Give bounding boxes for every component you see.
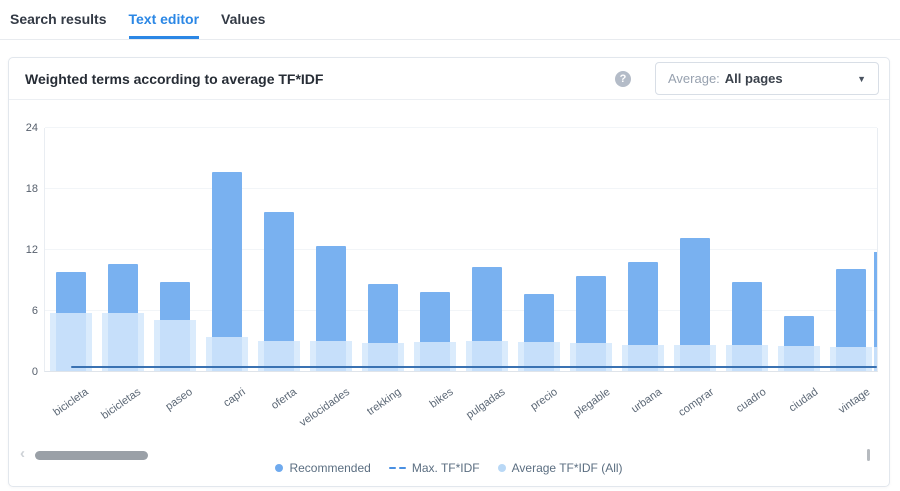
x-axis-label: plegable [571,386,613,420]
horizontal-scrollbar-thumb[interactable] [35,451,148,460]
gridline [45,310,877,311]
x-axis-label: trekking [365,386,404,418]
bar-slot-cuadro[interactable] [721,128,773,371]
x-axis-label: bicicleta [51,386,91,419]
bar-slot-precio[interactable] [513,128,565,371]
x-axis-label: bikes [427,386,456,411]
card-title: Weighted terms according to average TF*I… [25,70,324,87]
bar-slot-urbana[interactable] [617,128,669,371]
gridline [45,127,877,128]
gridline [45,249,877,250]
x-axis-label: comprar [676,386,717,419]
bar-slot-bicicleta[interactable] [45,128,97,371]
tab-text-editor[interactable]: Text editor [128,0,200,39]
legend-item-average-tfidf[interactable]: Average TF*IDF (All) [497,461,623,475]
tab-search-results[interactable]: Search results [10,11,107,27]
bar-slot-comprar[interactable] [669,128,721,371]
x-axis-label: ciudad [787,386,821,415]
bar-slot-capri[interactable] [201,128,253,371]
plot-area [44,127,878,372]
legend-item-max-tfidf[interactable]: Max. TF*IDF [388,461,480,475]
legend-item-recommended[interactable]: Recommended [275,461,371,475]
dropdown-value: All pages [724,71,783,86]
bar-slot-trekking[interactable] [357,128,409,371]
max-tfidf-line [71,365,877,368]
bar-slot-velocidades[interactable] [305,128,357,371]
partial-next-bar [874,252,877,371]
legend-label: Average TF*IDF (All) [511,461,623,475]
chart-legend: Recommended Max. TF*IDF Average TF*IDF (… [9,461,889,475]
y-axis-tick-label: 6 [31,305,38,317]
bar-slot-vintage[interactable] [825,128,877,371]
chevron-down-icon: ▼ [857,73,866,84]
y-axis-tick-label: 12 [25,244,38,256]
x-axis-label: velocidades [297,386,352,430]
y-axis: 0 6 12 18 24 [9,122,38,378]
y-axis-tick-label: 0 [31,366,38,378]
average-dot-icon [497,464,506,472]
bar-average[interactable] [50,313,92,371]
bar-average[interactable] [206,337,248,371]
bar-slot-plegable[interactable] [565,128,617,371]
x-axis-label: capri [220,386,248,410]
bar-average[interactable] [258,340,300,371]
bar-slot-bikes[interactable] [409,128,461,371]
x-axis-label: vintage [836,386,873,417]
bar-slot-ciudad[interactable] [773,128,825,371]
bar-slot-bicicletas[interactable] [97,128,149,371]
x-axis-label: bicicletas [99,386,144,422]
vertical-scrollbar-thumb[interactable] [867,449,870,461]
bar-average[interactable] [310,340,352,371]
scroll-left-icon[interactable]: ‹ [20,445,25,462]
tab-values[interactable]: Values [221,11,266,27]
dashed-line-icon [388,467,406,469]
average-dropdown[interactable]: Average: All pages ▼ [655,62,879,95]
tabs-bar: Search results Text editor Values [0,0,900,40]
x-axis-label: urbana [629,386,665,416]
dropdown-label: Average: [668,71,720,86]
tfidf-chart-card: Weighted terms according to average TF*I… [8,57,890,487]
bar-slot-oferta[interactable] [253,128,305,371]
bar-slot-paseo[interactable] [149,128,201,371]
x-axis-label: oferta [269,386,300,412]
y-axis-tick-label: 24 [25,122,38,134]
card-header: Weighted terms according to average TF*I… [9,58,889,100]
bar-average[interactable] [102,313,144,371]
recommended-dot-icon [275,464,284,472]
help-icon[interactable]: ? [615,70,631,87]
x-axis-label: precio [528,386,561,414]
y-axis-tick-label: 18 [25,183,38,195]
bar-average[interactable] [154,320,196,371]
gridline [45,188,877,189]
x-axis-labels: bicicleta bicicletas paseo capri oferta veloc… [44,380,878,442]
partial-next-bar-average [874,346,877,371]
x-axis-label: pulgadas [464,386,508,422]
bars [45,128,877,371]
legend-label: Max. TF*IDF [411,461,480,475]
bar-average[interactable] [466,340,508,371]
bar-slot-pulgadas[interactable] [461,128,513,371]
x-axis-label: paseo [163,386,196,414]
x-axis-label: cuadro [734,386,769,416]
legend-label: Recommended [289,461,371,475]
